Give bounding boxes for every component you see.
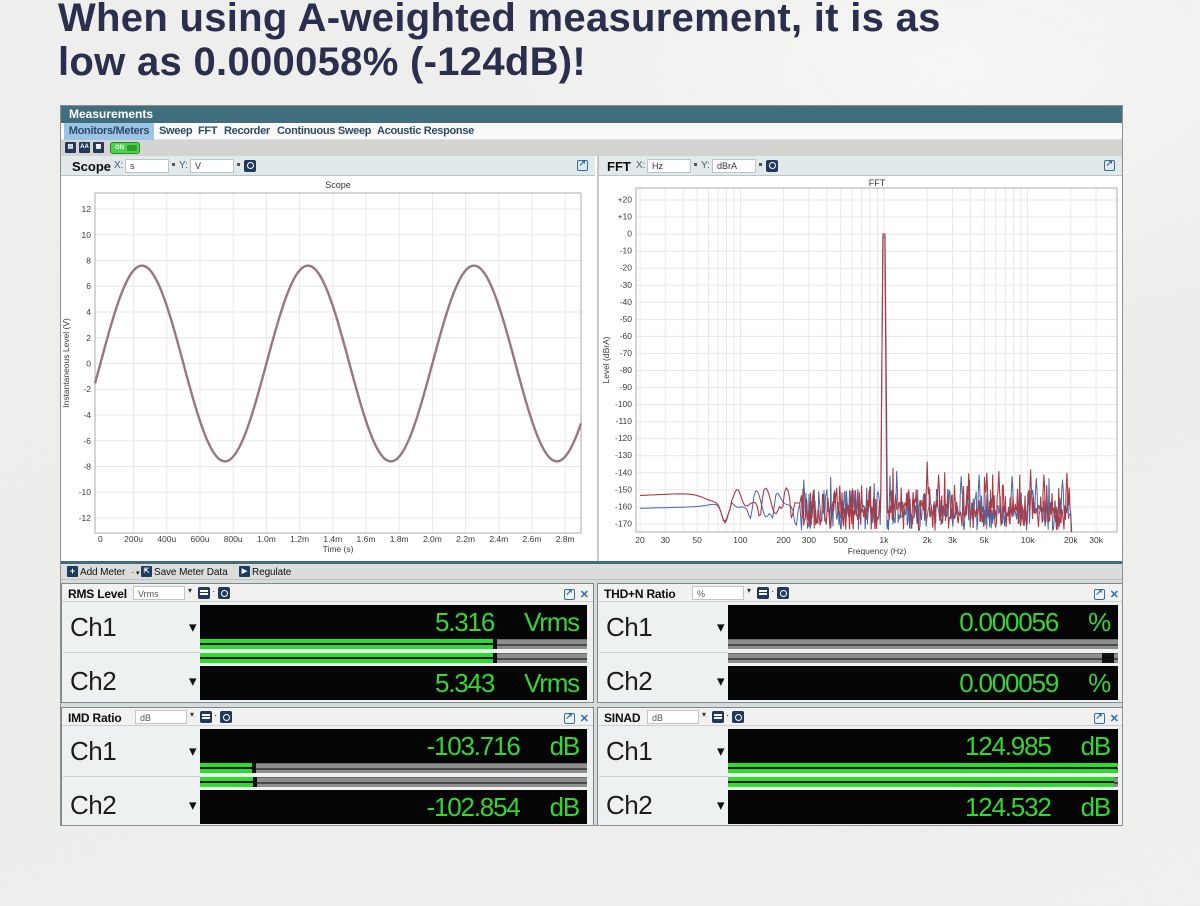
svg-text:600u: 600u bbox=[191, 534, 210, 544]
svg-text:-12: -12 bbox=[79, 513, 92, 523]
svg-text:1k: 1k bbox=[880, 535, 890, 545]
svg-text:Level (dBrA): Level (dBrA) bbox=[601, 336, 611, 383]
svg-text:-130: -130 bbox=[615, 450, 632, 460]
svg-text:-150: -150 bbox=[615, 484, 632, 494]
svg-text:-90: -90 bbox=[620, 382, 633, 392]
svg-text:8: 8 bbox=[86, 256, 91, 266]
svg-text:-20: -20 bbox=[620, 263, 633, 273]
svg-text:2.4m: 2.4m bbox=[489, 534, 508, 544]
svg-text:-40: -40 bbox=[620, 297, 633, 307]
svg-text:-30: -30 bbox=[620, 280, 633, 290]
svg-text:400u: 400u bbox=[157, 534, 176, 544]
svg-text:-120: -120 bbox=[615, 433, 632, 443]
svg-text:-70: -70 bbox=[620, 348, 633, 358]
svg-text:Time (s): Time (s) bbox=[323, 544, 354, 554]
svg-text:500: 500 bbox=[834, 535, 848, 545]
svg-text:1.4m: 1.4m bbox=[323, 534, 342, 544]
svg-text:2.2m: 2.2m bbox=[456, 534, 475, 544]
svg-text:-10: -10 bbox=[620, 246, 633, 256]
svg-text:-110: -110 bbox=[616, 416, 633, 426]
svg-text:200u: 200u bbox=[124, 534, 143, 544]
svg-text:-140: -140 bbox=[615, 467, 632, 477]
svg-text:1.0m: 1.0m bbox=[257, 534, 276, 544]
svg-text:50: 50 bbox=[692, 535, 702, 545]
svg-text:30k: 30k bbox=[1089, 535, 1103, 545]
svg-text:2: 2 bbox=[86, 333, 91, 343]
svg-text:2.8m: 2.8m bbox=[556, 534, 575, 544]
svg-text:6: 6 bbox=[86, 281, 91, 291]
svg-text:FFT: FFT bbox=[869, 178, 886, 188]
svg-text:100: 100 bbox=[733, 535, 747, 545]
svg-text:-60: -60 bbox=[620, 331, 633, 341]
svg-text:1.6m: 1.6m bbox=[357, 534, 376, 544]
svg-text:1.8m: 1.8m bbox=[390, 534, 409, 544]
svg-text:-170: -170 bbox=[615, 518, 632, 528]
svg-text:-100: -100 bbox=[615, 399, 632, 409]
svg-text:-8: -8 bbox=[83, 462, 91, 472]
svg-text:2k: 2k bbox=[923, 535, 933, 545]
svg-text:20: 20 bbox=[635, 535, 645, 545]
svg-text:2.6m: 2.6m bbox=[523, 534, 542, 544]
svg-text:Frequency (Hz): Frequency (Hz) bbox=[848, 546, 907, 556]
svg-text:2.0m: 2.0m bbox=[423, 534, 442, 544]
svg-text:5k: 5k bbox=[980, 535, 990, 545]
svg-text:-4: -4 bbox=[83, 410, 91, 420]
svg-text:20k: 20k bbox=[1064, 535, 1078, 545]
svg-text:30: 30 bbox=[661, 535, 671, 545]
svg-text:+20: +20 bbox=[618, 195, 633, 205]
svg-text:-160: -160 bbox=[615, 501, 632, 511]
svg-text:-6: -6 bbox=[83, 436, 91, 446]
svg-text:800u: 800u bbox=[224, 534, 243, 544]
svg-text:0: 0 bbox=[627, 229, 632, 239]
svg-text:10: 10 bbox=[82, 230, 92, 240]
svg-text:1.2m: 1.2m bbox=[290, 534, 309, 544]
svg-text:0: 0 bbox=[86, 359, 91, 369]
svg-text:Instantaneous Level (V): Instantaneous Level (V) bbox=[61, 318, 71, 408]
svg-text:-10: -10 bbox=[79, 487, 92, 497]
svg-text:200: 200 bbox=[777, 535, 791, 545]
svg-text:+10: +10 bbox=[618, 212, 633, 222]
svg-text:12: 12 bbox=[82, 204, 92, 214]
svg-text:-50: -50 bbox=[620, 314, 633, 324]
svg-text:-2: -2 bbox=[83, 384, 91, 394]
svg-text:-80: -80 bbox=[620, 365, 633, 375]
svg-text:10k: 10k bbox=[1021, 535, 1035, 545]
svg-text:4: 4 bbox=[86, 307, 91, 317]
svg-text:300: 300 bbox=[802, 535, 816, 545]
svg-text:Scope: Scope bbox=[325, 180, 351, 190]
svg-text:0: 0 bbox=[98, 534, 103, 544]
svg-text:3k: 3k bbox=[948, 535, 958, 545]
